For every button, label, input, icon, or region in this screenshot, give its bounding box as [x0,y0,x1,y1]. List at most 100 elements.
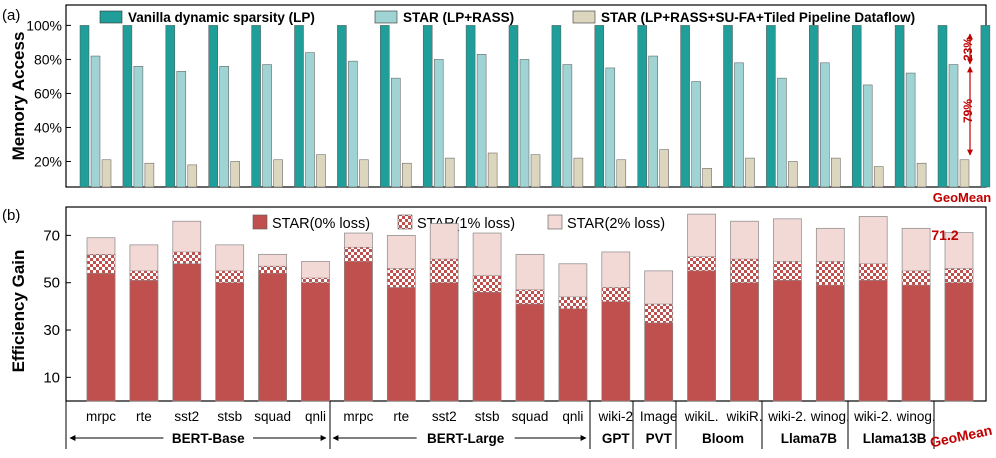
panel-a-bar [948,64,959,188]
panel-a-bar [980,25,991,188]
panel-a-bar [391,77,401,188]
panel-b-bars [86,213,974,402]
panel-a-bar [594,25,605,188]
panel-a-ytick-label: 100% [26,17,62,33]
panel-a-bar [305,52,315,188]
panel-a-bar [551,25,562,188]
group-label: PVT [646,431,673,446]
panel-a-bar [133,65,144,188]
xaxis-category-label: rte [393,409,409,424]
panel-a-bar [659,149,669,188]
bar-0pct-loss [515,303,545,402]
panel-a-bar [465,25,476,188]
panel-a-bar [165,25,176,188]
panel-a-bar [208,25,218,188]
panel-a-yaxis: 20% 40% 60% 80% 100% [26,17,71,169]
panel-a-bar [294,25,304,188]
panel-a-legend-swatch [99,10,123,24]
panel-b-ytick-label: 10 [43,369,60,386]
panel-a-bar [831,157,841,188]
bar-0pct-loss [644,322,673,402]
panel-a-ytick-label: 20% [34,153,62,169]
xaxis-category-label: winog. [810,409,850,424]
panel-a-annotations: 23% 79% [961,33,975,156]
group-label: GPT [602,431,631,446]
panel-a-bar [905,72,916,188]
panel-a-bar [251,25,261,188]
bar-0pct-loss [858,280,888,402]
panel-a-bar [637,25,647,188]
panel-b-legend-swatch [547,214,563,230]
panel-a-bar [337,25,347,188]
panel-a-bar [422,25,433,188]
panel-a-bar [616,159,627,188]
panel-a-bar [959,159,970,188]
xaxis-category-label: squad [254,409,291,424]
bar-0pct-loss [344,261,373,402]
bar-0pct-loss [301,282,330,402]
panel-a-legend-swatch [374,10,398,24]
xaxis-category-label: mrpc [86,409,116,424]
panel-a-legend-label: STAR (LP+RASS+SU-FA+Tiled Pipeline Dataf… [601,10,915,25]
panel-a-legend-swatch [572,10,596,24]
panel-a-bar [680,25,690,188]
panel-a-bar [359,159,369,188]
xaxis-category-label: qnli [305,409,326,424]
panel-a-bar [230,161,240,188]
panel-a-bar [508,25,519,188]
bar-0pct-loss [601,301,631,402]
panel-a-bar [916,162,927,188]
bar-0pct-loss [258,272,287,402]
panel-a-bar [316,154,326,188]
panel-a-bar [402,162,412,188]
panel-b-legend-swatch [252,214,268,230]
group-label: BERT-Large [427,431,505,446]
bar-0pct-loss [558,308,588,402]
panel-a-bar [809,25,819,188]
panel-b-ytick-label: 30 [43,322,60,339]
xaxis-category-label: Image [640,409,678,424]
panel-a-bar [937,25,948,188]
xaxis-category-label: sst2 [174,409,199,424]
panel-a-bar [519,59,530,188]
panel-a-bar [745,157,755,188]
xaxis-category-label: rte [136,409,152,424]
panel-a-ytick-label: 40% [34,119,62,135]
bar-0pct-loss [730,282,759,402]
panel-a-bar [691,81,701,188]
bar-0pct-loss [86,272,116,402]
panel-a-bar [433,59,444,188]
panel-a-bar [101,159,112,188]
panel-a-bar [820,62,830,188]
reduction-label-23: 23% [961,37,975,61]
bar-0pct-loss [944,282,974,402]
bar-0pct-loss [387,287,416,402]
panel-a-bar [777,77,787,188]
panel-a-legend-label: Vanilla dynamic sparsity (LP) [128,10,315,25]
panel-b-legend-label: STAR(0% loss) [272,216,370,232]
panel-a-bar [444,157,455,188]
panel-a-bar [219,65,229,188]
panel-a-legend: Vanilla dynamic sparsity (LP) STAR (LP+RA… [99,10,915,25]
group-label: BERT-Base [172,431,245,446]
xaxis-category-label: wiki-2. [767,409,806,424]
bar-0pct-loss [172,263,202,402]
panel-a-bar [79,25,90,188]
panel-b-yaxis: 10 30 50 70 [43,227,71,386]
xaxis-category-label: winog. [896,409,936,424]
bar-0pct-loss [901,284,931,402]
xaxis-category-label: wiki-2. [853,409,892,424]
panel-b-groups: BERT-Base BERT-Large GPT PVT Bloom Llama7B Lla… [69,431,927,446]
panel-a-bar [262,64,272,188]
panel-a-bar [144,162,155,188]
panel-b-ytick-label: 50 [43,275,60,292]
bar-0pct-loss [687,270,716,402]
bar-0pct-loss [472,291,502,402]
panel-b-legend: STAR(0% loss) STAR(1% loss) STAR(2% loss) [252,214,665,232]
panel-b-legend-swatch [397,214,413,230]
xaxis-category-label: sst2 [432,409,457,424]
panel-a-bar [788,161,798,188]
panel-a-bar [734,62,744,188]
